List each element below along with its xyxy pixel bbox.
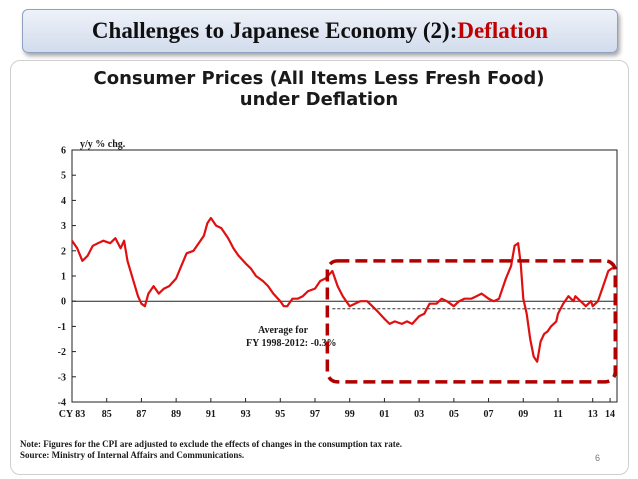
x-tick-label: 87	[136, 409, 146, 420]
y-tick-label: 2	[61, 246, 66, 257]
chart-title-line2: under Deflation	[239, 89, 399, 110]
y-axis-label: y/y % chg.	[80, 139, 126, 150]
plot-frame	[71, 149, 618, 403]
note-line: Note: Figures for the CPI are adjusted t…	[20, 439, 402, 449]
x-tick-label: 91	[206, 409, 216, 420]
y-tick-label: -1	[58, 322, 66, 333]
x-tick-label: 13	[588, 409, 598, 420]
chart-title-line1: Consumer Prices (All Items Less Fresh Fo…	[93, 68, 545, 89]
x-tick-label: 05	[449, 409, 459, 420]
chart-panel	[10, 60, 629, 475]
x-tick-label: 14	[605, 409, 615, 420]
x-tick-label: 95	[275, 409, 285, 420]
y-tick-label: -2	[58, 347, 66, 358]
x-tick-label: 85	[102, 409, 112, 420]
y-tick-label: 0	[61, 297, 66, 308]
highlight-box	[325, 259, 618, 384]
average-label-line1: Average for	[258, 325, 309, 336]
cpi-series-line	[71, 216, 616, 363]
slide-title: Challenges to Japanese Economy (2): Defl…	[22, 9, 618, 53]
y-tick-label: 3	[61, 221, 66, 232]
slide-title-accent: Deflation	[457, 18, 549, 43]
y-tick-label: 5	[61, 171, 66, 182]
chart-notes: Note: Figures for the CPI are adjusted t…	[20, 439, 402, 461]
y-tick-label: 1	[61, 272, 66, 283]
x-tick-label: 03	[414, 409, 424, 420]
average-label-line2: FY 1998-2012: -0.3%	[246, 338, 336, 349]
page-number: 6	[595, 453, 601, 463]
x-tick-label: 99	[345, 409, 355, 420]
y-tick-label: 6	[61, 146, 66, 157]
x-tick-label: 89	[171, 409, 181, 420]
y-tick-label: -3	[58, 372, 66, 383]
x-tick-label: 93	[241, 409, 251, 420]
x-tick-label: CY 83	[59, 409, 86, 420]
slide-title-prefix: Challenges to Japanese Economy (2):	[91, 18, 458, 43]
x-tick-label: 07	[484, 409, 494, 420]
x-tick-label: 97	[310, 409, 320, 420]
x-tick-label: 01	[379, 409, 389, 420]
x-tick-label: 11	[553, 409, 562, 420]
source-line: Source: Ministry of Internal Affairs and…	[20, 450, 245, 460]
chart-title: Consumer Prices (All Items Less Fresh Fo…	[0, 68, 638, 110]
x-tick-label: 09	[518, 409, 528, 420]
y-tick-label: -4	[58, 398, 66, 409]
y-tick-label: 4	[61, 196, 66, 207]
